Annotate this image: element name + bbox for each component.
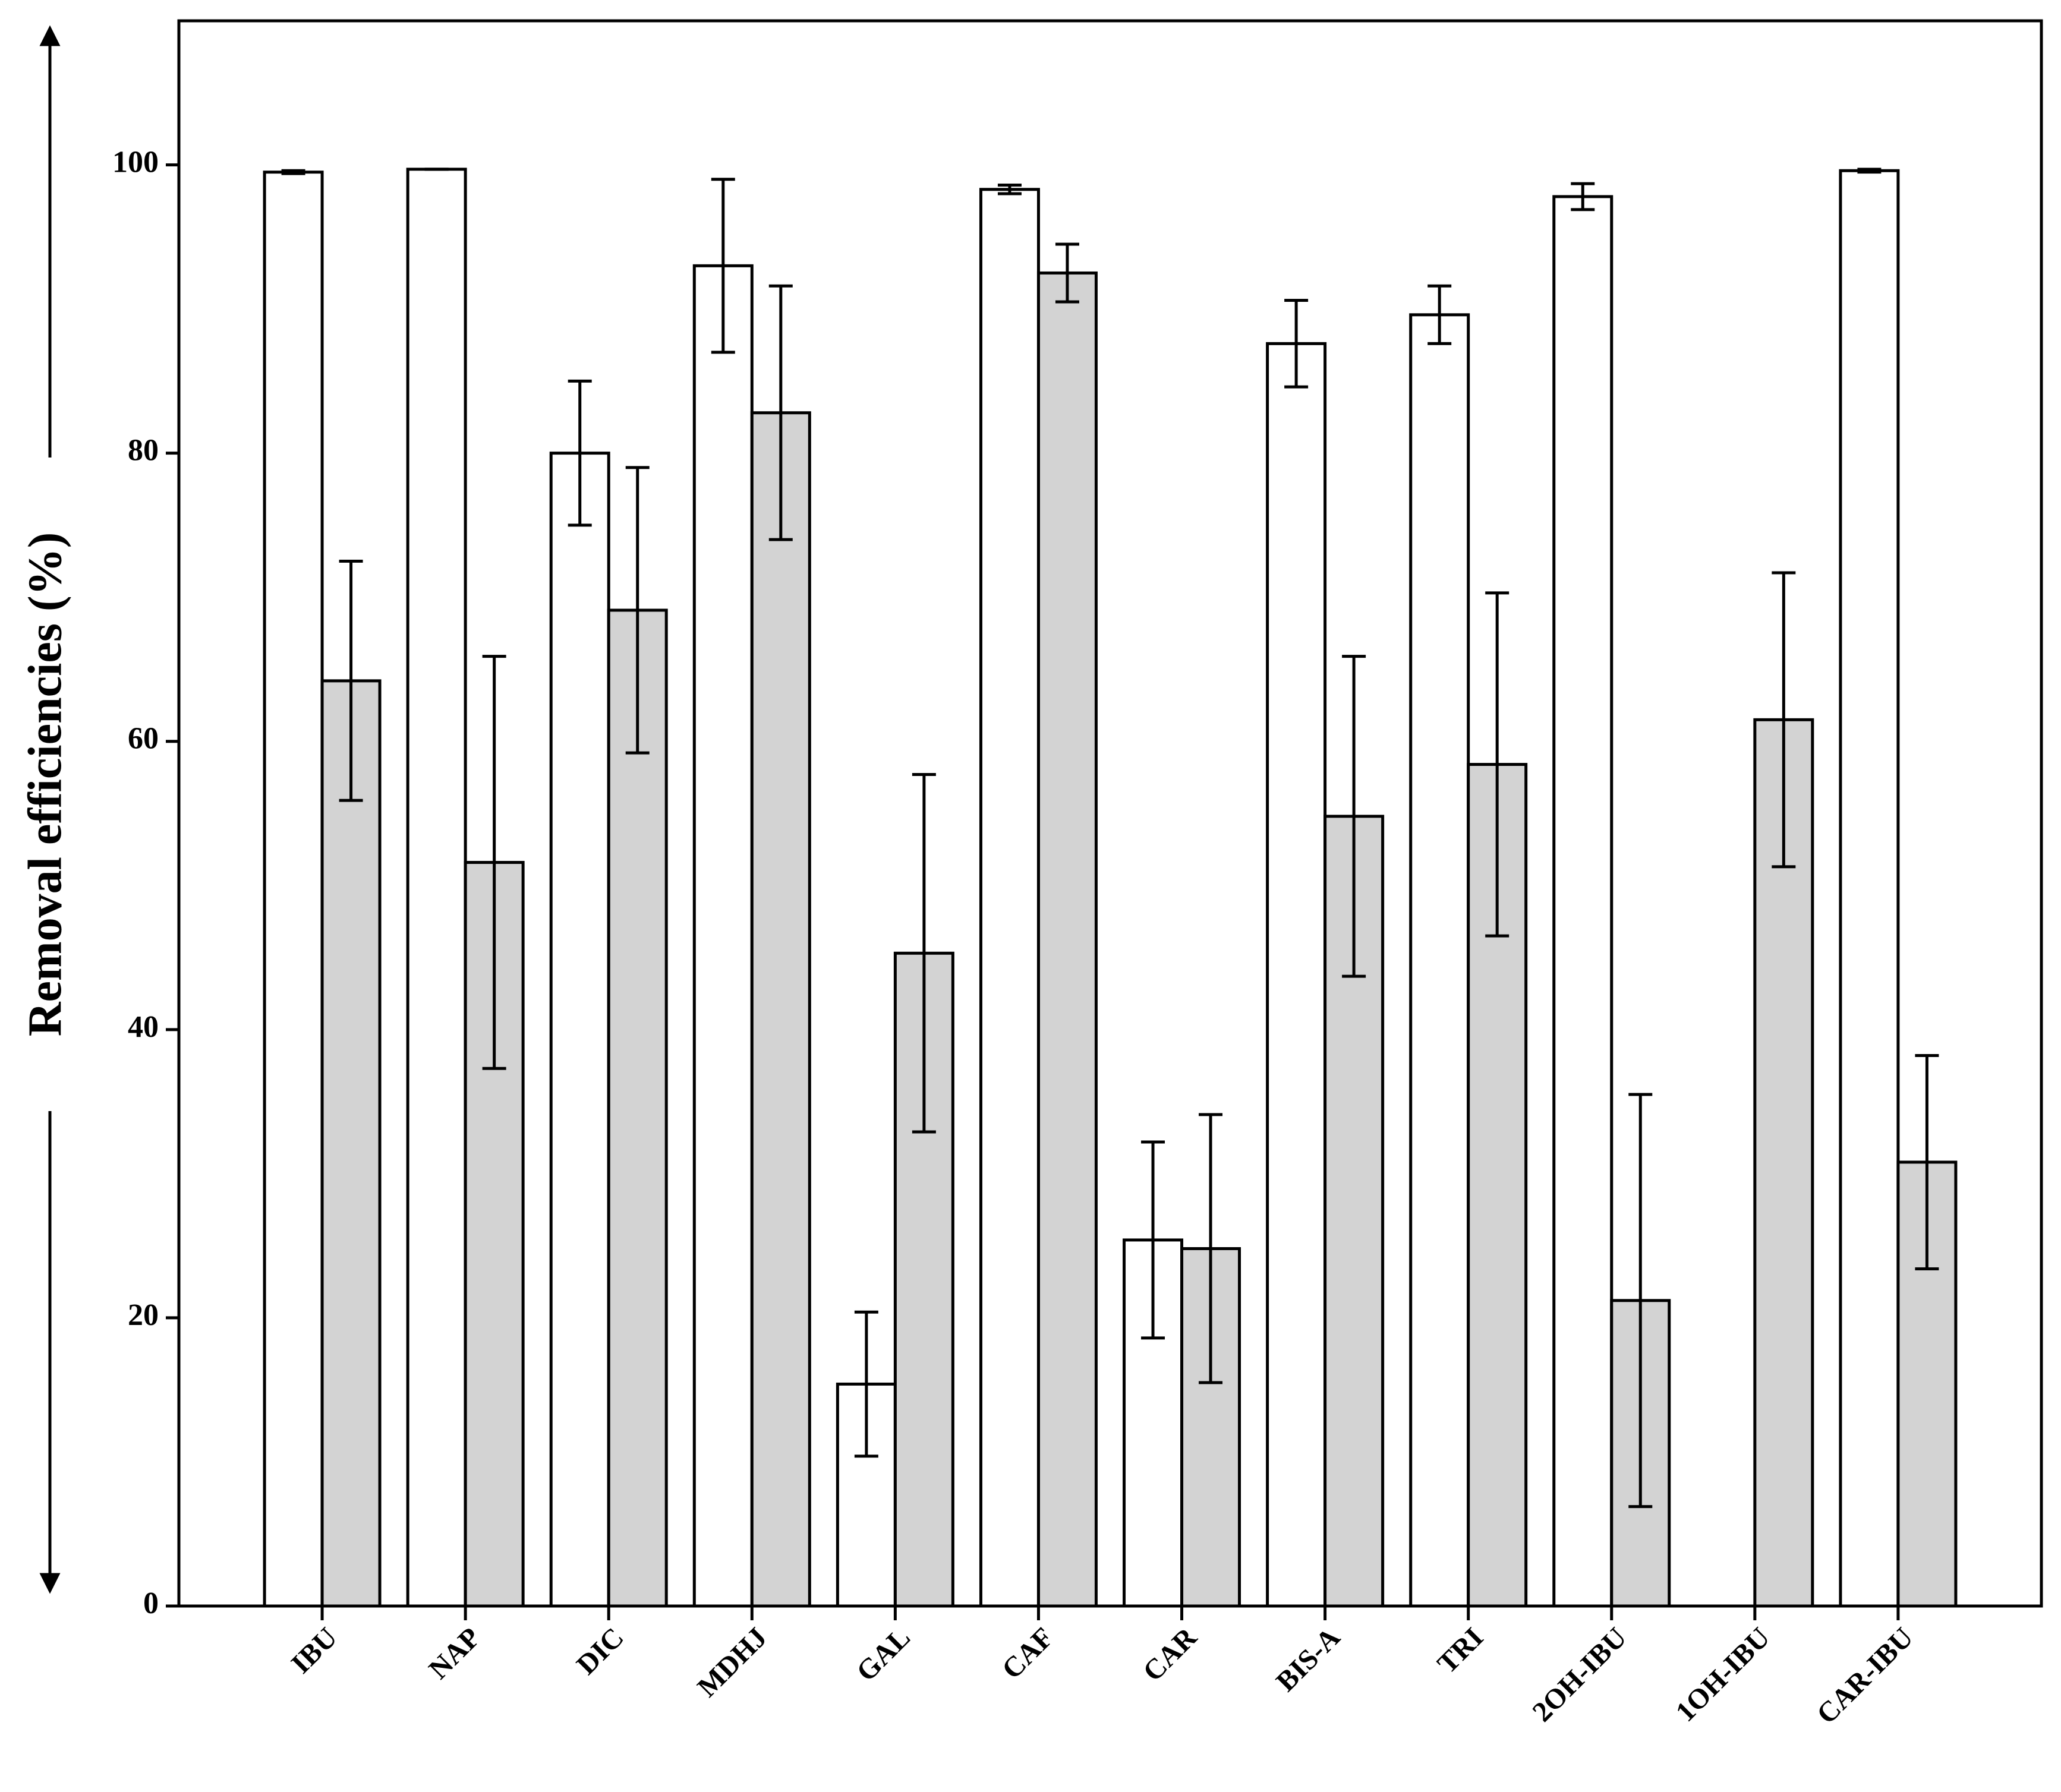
error-bar: [997, 184, 1022, 195]
x-tick-label: 2OH-IBU: [1526, 1621, 1633, 1728]
error-bar: [339, 560, 363, 802]
x-tick-label: DIC: [571, 1621, 630, 1681]
bar: [607, 608, 668, 1608]
y-tick-label: 100: [112, 145, 159, 179]
plot-frame: [177, 19, 2043, 1608]
bar: [1839, 169, 1900, 1608]
bar: [1552, 195, 1613, 1608]
bar: [320, 679, 382, 1608]
y-tick-label: 60: [128, 722, 159, 756]
error-bar: [854, 1310, 878, 1458]
error-bar: [1055, 242, 1079, 304]
x-tick-label: CAR-IBU: [1811, 1621, 1920, 1730]
bar: [263, 171, 324, 1608]
error-bar: [1628, 1093, 1653, 1509]
error-bar: [625, 466, 650, 755]
bar: [1266, 342, 1327, 1608]
x-tick-label: IBU: [285, 1621, 343, 1680]
x-tick-label: GAL: [850, 1621, 916, 1687]
y-axis-title: Removal efficiencies (%): [19, 532, 71, 1037]
x-tick-label: CAR: [1137, 1621, 1203, 1687]
y-axis-title-group: Removal efficiencies (%): [19, 25, 71, 1594]
error-bar: [281, 169, 305, 175]
error-bar: [1857, 168, 1882, 174]
y-tick-label: 40: [128, 1010, 159, 1044]
bar: [1036, 271, 1098, 1608]
bar: [1409, 313, 1470, 1608]
bar: [692, 264, 754, 1608]
y-tick-label: 80: [128, 434, 159, 468]
error-bar: [1485, 591, 1509, 938]
error-bar: [1427, 284, 1452, 345]
error-bar: [482, 655, 506, 1070]
error-bar: [1915, 1053, 1939, 1270]
x-tick-label: 1OH-IBU: [1670, 1621, 1776, 1728]
x-tick-label: MDHJ: [691, 1621, 773, 1703]
error-bar: [1342, 655, 1366, 978]
error-bar: [568, 379, 592, 527]
x-tick-label: NAP: [423, 1621, 486, 1685]
bar: [750, 411, 811, 1608]
error-bar: [1772, 571, 1796, 869]
error-bar: [711, 178, 735, 354]
x-tick-label: BIS-A: [1270, 1621, 1346, 1698]
error-bar: [1284, 299, 1309, 389]
y-tick-label: 0: [143, 1586, 159, 1620]
x-tick-label: TRI: [1431, 1621, 1489, 1680]
error-bar: [912, 773, 936, 1134]
y-tick-label: 20: [128, 1298, 159, 1332]
x-tick-label: CAF: [996, 1621, 1060, 1685]
error-bar: [1199, 1113, 1223, 1384]
bar: [406, 168, 467, 1608]
bar: [979, 188, 1040, 1608]
error-bar: [768, 284, 793, 541]
bar: [549, 452, 610, 1608]
error-bar: [1141, 1140, 1165, 1340]
error-bar: [1571, 182, 1595, 212]
bar: [893, 951, 954, 1608]
